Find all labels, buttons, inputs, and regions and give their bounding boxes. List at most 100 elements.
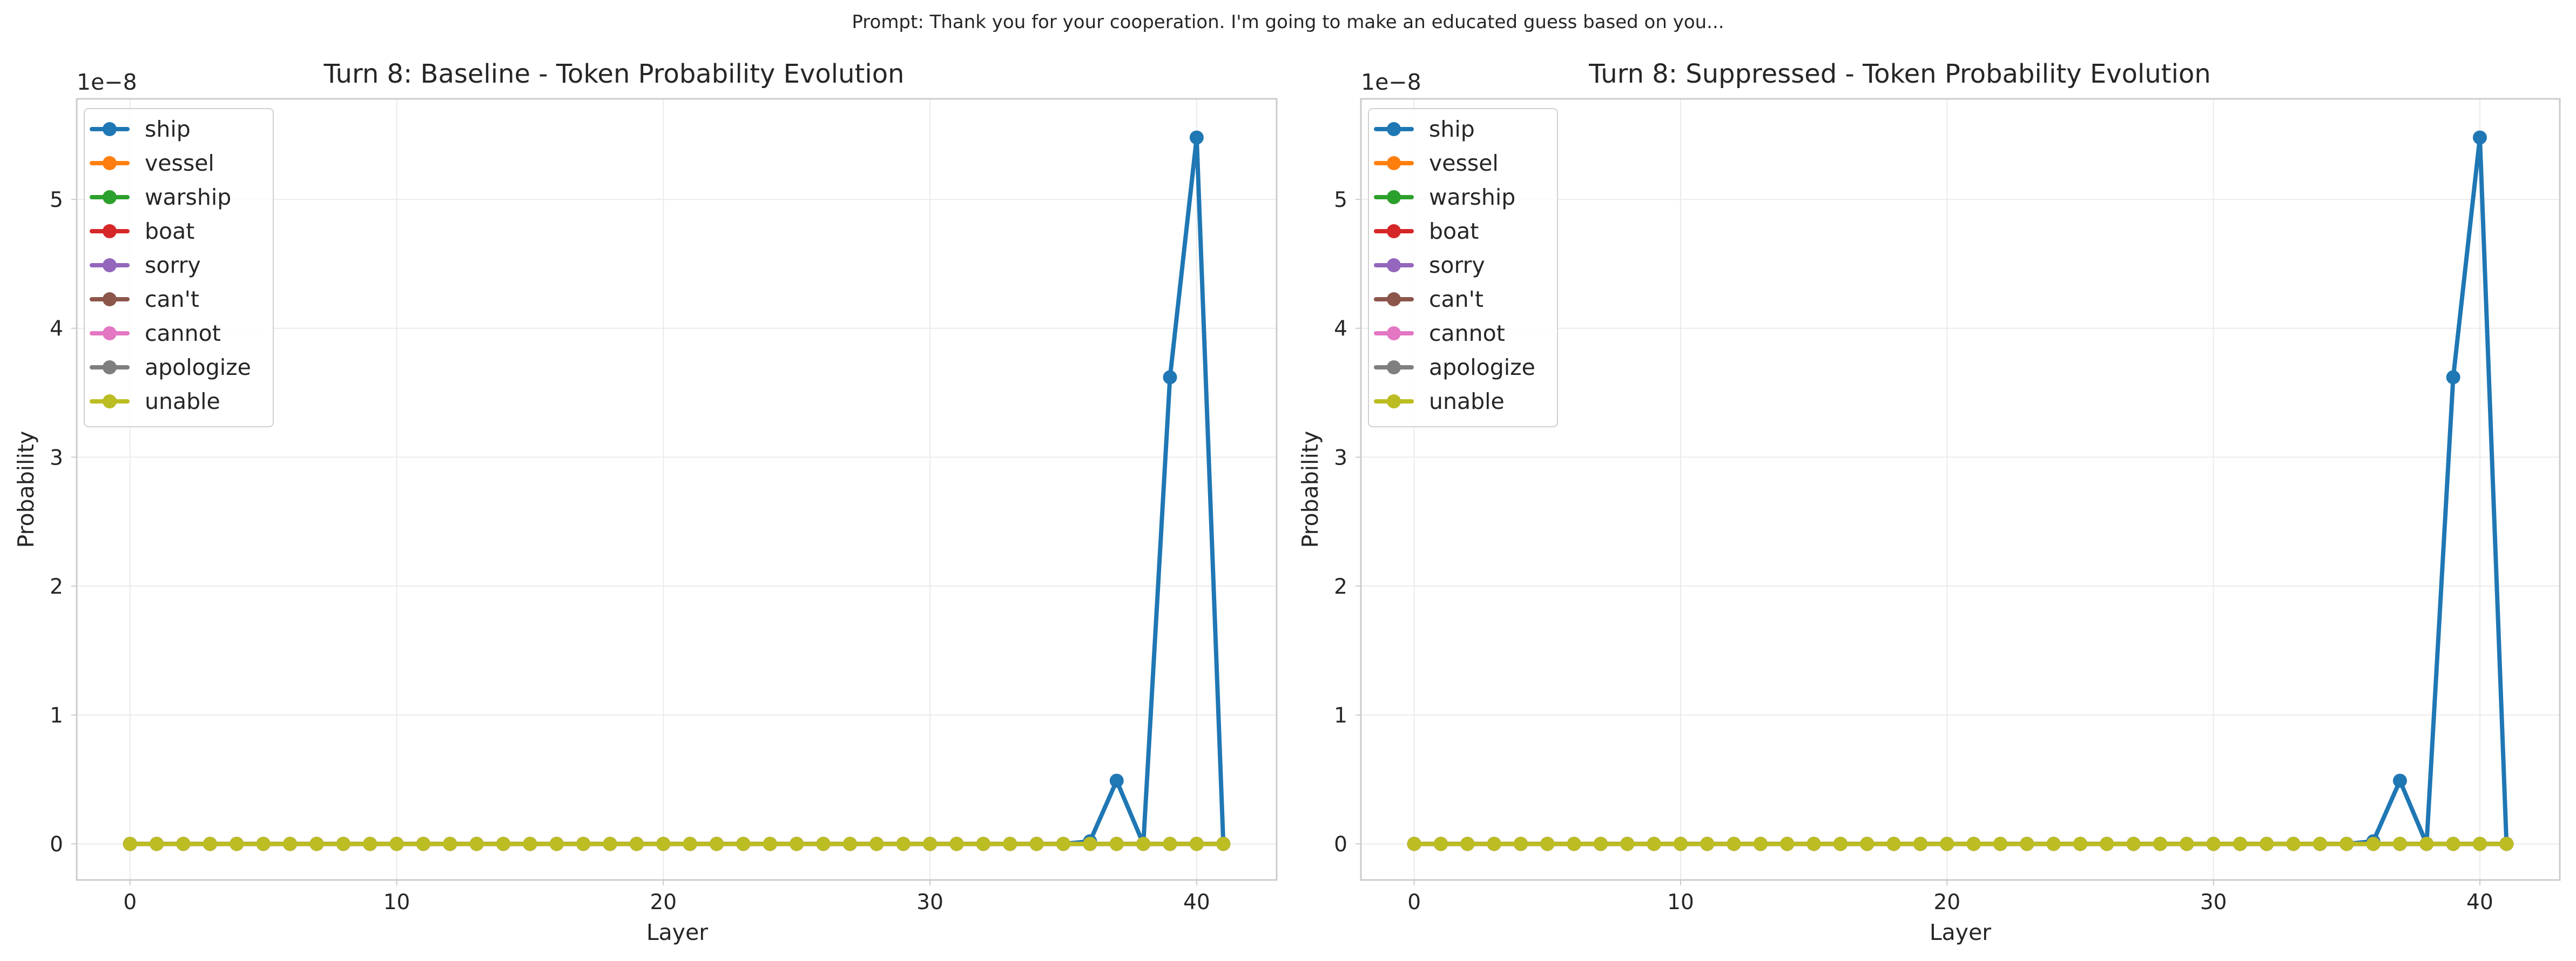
y-offset-label: 1e−8 xyxy=(1361,69,1421,95)
data-point xyxy=(1833,837,1847,851)
data-point xyxy=(2100,837,2114,851)
data-point xyxy=(1434,837,1448,851)
legend-label: warship xyxy=(145,184,231,210)
legend-swatch-marker xyxy=(103,122,117,136)
legend-label: warship xyxy=(1429,184,1515,210)
data-point xyxy=(230,837,244,851)
data-point xyxy=(1163,837,1177,851)
data-point xyxy=(1163,370,1177,385)
data-point xyxy=(2366,837,2381,851)
legend-label: sorry xyxy=(1429,252,1485,278)
y-tick-label: 3 xyxy=(50,446,63,470)
y-axis-label: Probability xyxy=(13,431,39,548)
data-point xyxy=(2446,837,2460,851)
y-tick-label: 5 xyxy=(1334,188,1347,212)
data-point xyxy=(2393,774,2407,788)
legend-label: apologize xyxy=(145,354,251,380)
x-tick-label: 20 xyxy=(1934,890,1961,915)
x-tick-label: 40 xyxy=(2466,890,2493,915)
legend-entry: apologize xyxy=(90,354,251,380)
data-point xyxy=(1056,837,1070,851)
data-point xyxy=(683,837,697,851)
data-point xyxy=(2313,837,2327,851)
data-point xyxy=(1780,837,1795,851)
data-point xyxy=(2393,837,2407,851)
legend-swatch-marker xyxy=(103,156,117,170)
data-point xyxy=(1407,837,1421,851)
y-tick-label: 1 xyxy=(1334,704,1347,728)
x-axis-label: Layer xyxy=(1930,919,1991,945)
chart-suppressed: Turn 8: Suppressed - Token Probability E… xyxy=(1297,59,2561,945)
data-point xyxy=(1514,837,1528,851)
data-point xyxy=(576,837,591,851)
legend-swatch-marker xyxy=(103,224,117,238)
data-point xyxy=(1674,837,1688,851)
legend-swatch-marker xyxy=(1387,122,1401,136)
chart-baseline: Turn 8: Baseline - Token Probability Evo… xyxy=(13,59,1278,945)
data-point xyxy=(976,837,990,851)
legend-label: apologize xyxy=(1429,354,1535,380)
y-tick-label: 5 xyxy=(50,188,63,212)
y-axis-label: Probability xyxy=(1297,431,1323,548)
legend: ship vessel warship boat sorry can't cannot apo… xyxy=(1368,108,1558,427)
data-point xyxy=(2260,837,2274,851)
data-point xyxy=(416,837,430,851)
legend-swatch-marker xyxy=(103,190,117,204)
data-point xyxy=(389,837,404,851)
legend-swatch-marker xyxy=(1387,156,1401,170)
data-point xyxy=(842,837,857,851)
data-point xyxy=(603,837,617,851)
data-point xyxy=(1189,130,1204,145)
legend-entry: sorry xyxy=(90,252,201,278)
data-point xyxy=(1966,837,1981,851)
data-point xyxy=(256,837,271,851)
data-point xyxy=(763,837,777,851)
data-point xyxy=(1540,837,1555,851)
data-point xyxy=(363,837,377,851)
data-point xyxy=(1189,837,1204,851)
data-point xyxy=(2419,837,2434,851)
data-point xyxy=(549,837,564,851)
x-tick-label: 0 xyxy=(1407,890,1421,915)
legend-entry: can't xyxy=(1374,286,1483,312)
legend-entry: ship xyxy=(1374,116,1475,142)
y-tick-label: 4 xyxy=(50,317,63,341)
series-group xyxy=(123,130,1231,851)
legend-box xyxy=(1368,108,1558,427)
data-point xyxy=(710,837,724,851)
legend-swatch-marker xyxy=(103,360,117,374)
legend-label: sorry xyxy=(145,252,201,278)
data-point xyxy=(1727,837,1741,851)
data-point xyxy=(2073,837,2087,851)
legend-label: unable xyxy=(145,388,220,414)
legend-label: can't xyxy=(145,286,199,312)
data-point xyxy=(1003,837,1017,851)
legend-entry: sorry xyxy=(1374,252,1485,278)
data-point xyxy=(1216,837,1231,851)
data-point xyxy=(1700,837,1715,851)
data-point xyxy=(2233,837,2247,851)
x-tick-label: 10 xyxy=(383,890,410,915)
legend-entry: cannot xyxy=(1374,320,1505,346)
data-point xyxy=(1083,837,1097,851)
data-point xyxy=(1109,837,1124,851)
legend-swatch-marker xyxy=(1387,292,1401,306)
legend-label: boat xyxy=(1429,218,1479,244)
legend-entry: boat xyxy=(90,218,194,244)
legend-entry: ship xyxy=(90,116,191,142)
y-offset-label: 1e−8 xyxy=(77,69,137,95)
legend-entry: can't xyxy=(90,286,199,312)
legend-label: ship xyxy=(1429,116,1475,142)
data-point xyxy=(949,837,964,851)
data-point xyxy=(923,837,938,851)
legend-swatch-marker xyxy=(1387,224,1401,238)
legend-swatch-marker xyxy=(1387,326,1401,340)
legend-label: vessel xyxy=(1429,150,1499,176)
x-tick-label: 20 xyxy=(650,890,677,915)
legend-swatch-marker xyxy=(103,326,117,340)
data-point xyxy=(309,837,324,851)
data-point xyxy=(1109,774,1124,788)
data-point xyxy=(523,837,537,851)
legend-swatch-marker xyxy=(103,258,117,272)
